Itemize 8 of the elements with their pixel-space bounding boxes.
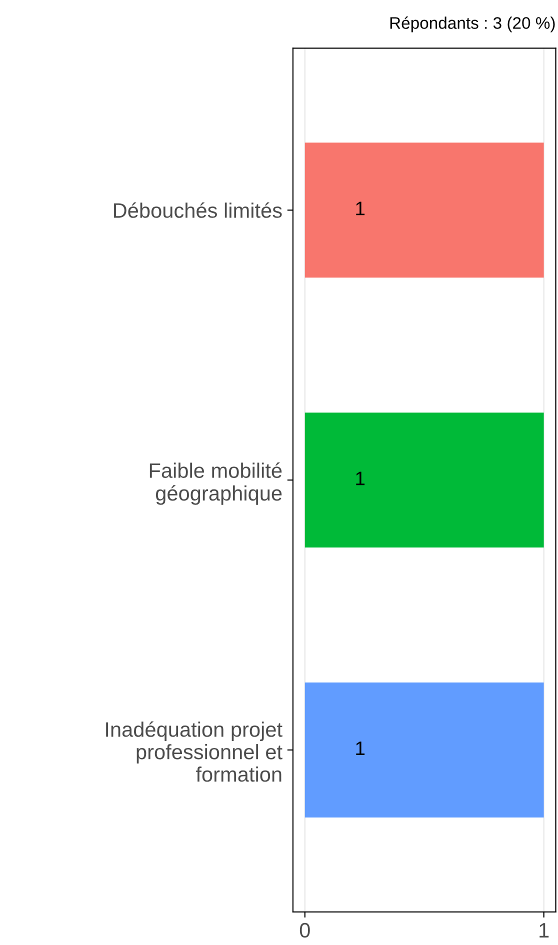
chart-title: Répondants : 3 (20 %) [390,16,555,32]
data-label: 1 [356,472,365,486]
x-tick-label: 0 [300,922,310,938]
data-label: 1 [356,742,365,756]
y-tick-label: Inadéquation projet professionnel et formation [106,721,282,782]
data-label: 1 [356,202,365,216]
y-tick-label: Faible mobilité géographique [150,462,282,505]
y-tick-label: Débouchés limités [114,202,282,218]
